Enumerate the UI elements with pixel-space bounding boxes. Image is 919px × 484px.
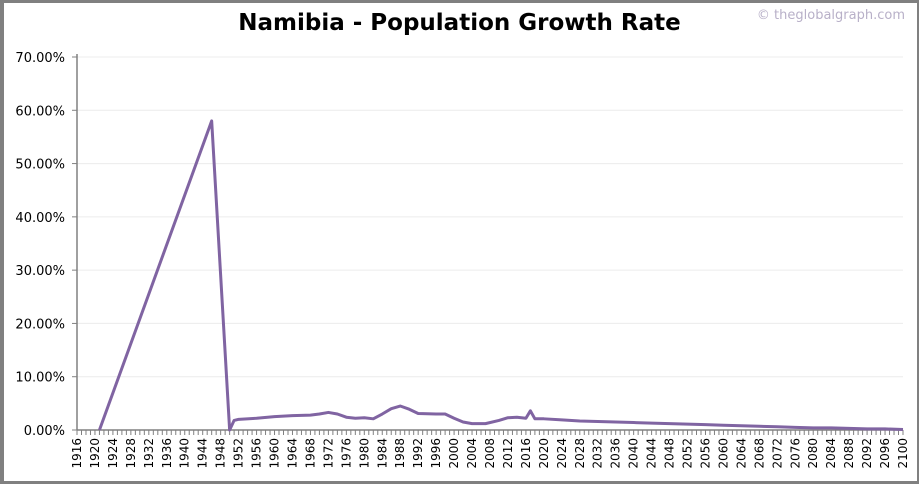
y-tick-label: 60.00%: [15, 104, 65, 119]
x-tick-label: 1964: [285, 438, 299, 469]
x-tick-label: 1924: [106, 438, 120, 469]
x-tick-label: 2016: [519, 438, 533, 469]
x-tick-label: 1988: [393, 438, 407, 469]
x-tick-label: 2012: [501, 438, 515, 469]
x-tick-label: 2060: [716, 438, 730, 469]
y-tick-label: 30.00%: [15, 264, 65, 279]
x-tick-label: 2056: [698, 438, 712, 469]
x-tick-label: 2000: [447, 438, 461, 469]
x-tick-label: 1932: [142, 438, 156, 469]
x-tick-label: 1936: [160, 438, 174, 469]
x-tick-label: 2072: [770, 438, 784, 469]
x-tick-label: 2040: [627, 438, 641, 469]
x-tick-label: 1944: [196, 438, 210, 469]
x-tick-label: 1940: [178, 438, 192, 469]
x-tick-label: 1976: [339, 438, 353, 469]
chart-title: Namibia - Population Growth Rate: [238, 10, 681, 36]
watermark: © theglobalgraph.com: [756, 8, 905, 23]
x-tick-label: 1928: [124, 438, 138, 469]
x-tick-label: 2052: [681, 438, 695, 469]
x-tick-label: 1972: [321, 438, 335, 469]
x-tick-label: 2076: [788, 438, 802, 469]
x-tick-label: 2028: [573, 438, 587, 469]
x-tick-label: 2032: [591, 438, 605, 469]
x-tick-label: 1960: [268, 438, 282, 469]
x-tick-label: 2084: [824, 438, 838, 469]
x-tick-label: 2096: [878, 438, 892, 469]
x-tick-label: 2024: [555, 438, 569, 469]
y-tick-label: 20.00%: [15, 317, 65, 332]
x-tick-label: 2036: [609, 438, 623, 469]
x-tick-label: 2092: [860, 438, 874, 469]
x-tick-label: 1968: [303, 438, 317, 469]
x-tick-label: 2088: [842, 438, 856, 469]
y-tick-label: 10.00%: [15, 371, 65, 386]
x-tick-label: 1948: [214, 438, 228, 469]
x-tick-label: 2080: [806, 438, 820, 469]
y-tick-label: 40.00%: [15, 211, 65, 226]
x-tick-label: 2008: [483, 438, 497, 469]
x-tick-label: 1956: [250, 438, 264, 469]
x-tick-label: 2068: [752, 438, 766, 469]
x-tick-label: 1920: [88, 438, 102, 469]
x-tick-label: 2004: [465, 438, 479, 469]
x-tick-label: 1996: [429, 438, 443, 469]
y-tick-label: 70.00%: [15, 51, 65, 66]
series-line: [98, 119, 904, 432]
x-tick-label: 1952: [232, 438, 246, 469]
x-tick-label: 1992: [411, 438, 425, 469]
x-tick-label: 2064: [734, 438, 748, 469]
x-tick-label: 2100: [896, 438, 910, 469]
x-tick-label: 1980: [357, 438, 371, 469]
x-tick-label: 2044: [645, 438, 659, 469]
x-tick-label: 2048: [663, 438, 677, 469]
x-tick-label: 1916: [70, 438, 84, 469]
y-tick-label: 0.00%: [24, 424, 65, 439]
y-tick-label: 50.00%: [15, 158, 65, 173]
x-tick-label: 1984: [375, 438, 389, 469]
x-tick-label: 2020: [537, 438, 551, 469]
